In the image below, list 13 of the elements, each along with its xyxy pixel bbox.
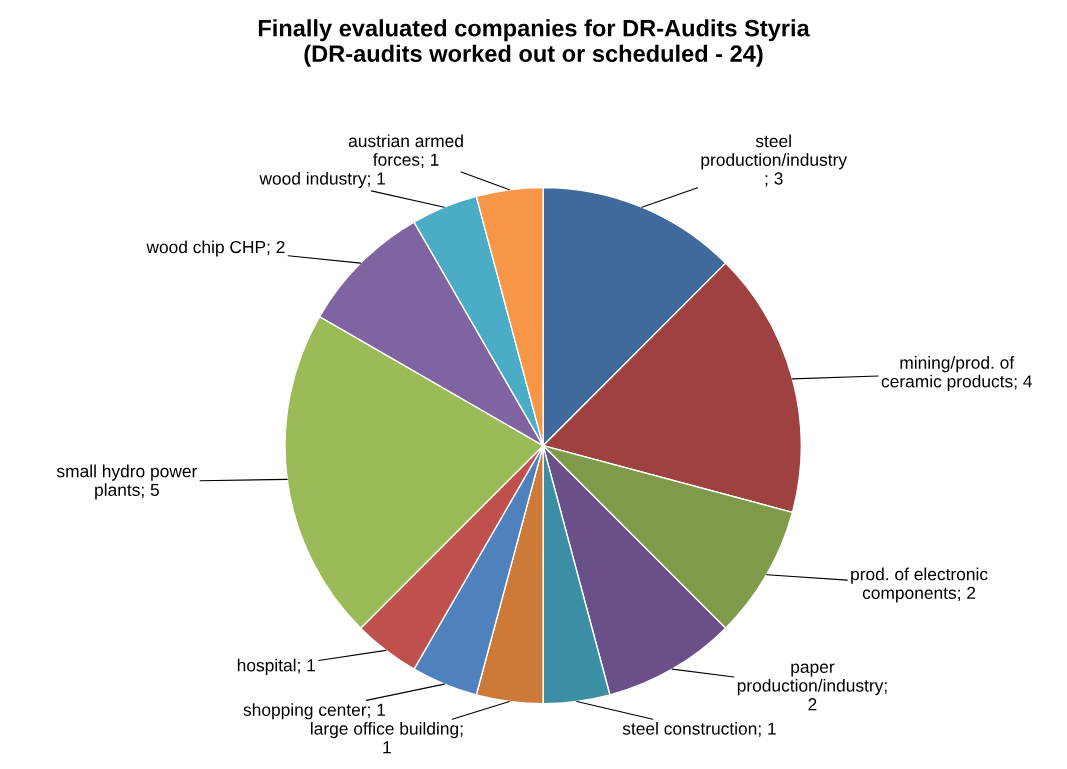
chart-title: Finally evaluated companies for DR-Audits Styria (DR-audits worked out or scheduled - 24) bbox=[258, 19, 810, 67]
slice-label: hospital; 1 bbox=[237, 658, 315, 675]
slice-label: steel construction; 1 bbox=[622, 722, 776, 737]
slice-label: austrian armed forces; 1 bbox=[348, 134, 463, 168]
slice-label: mining/prod. of ceramic products; 4 bbox=[881, 356, 1032, 391]
slice-label: wood chip CHP; 2 bbox=[146, 240, 285, 257]
slice-label: steel production/industry ; 3 bbox=[701, 134, 848, 187]
slice-label: large office building; 1 bbox=[311, 722, 463, 754]
slice-label: shopping center; 1 bbox=[243, 703, 386, 720]
slice-label: paper production/industry; 2 bbox=[737, 663, 887, 711]
slice-label: wood industry; 1 bbox=[259, 171, 386, 189]
slice-label: small hydro power plants; 5 bbox=[56, 464, 198, 500]
slice-label: prod. of electronic components; 2 bbox=[851, 567, 988, 603]
